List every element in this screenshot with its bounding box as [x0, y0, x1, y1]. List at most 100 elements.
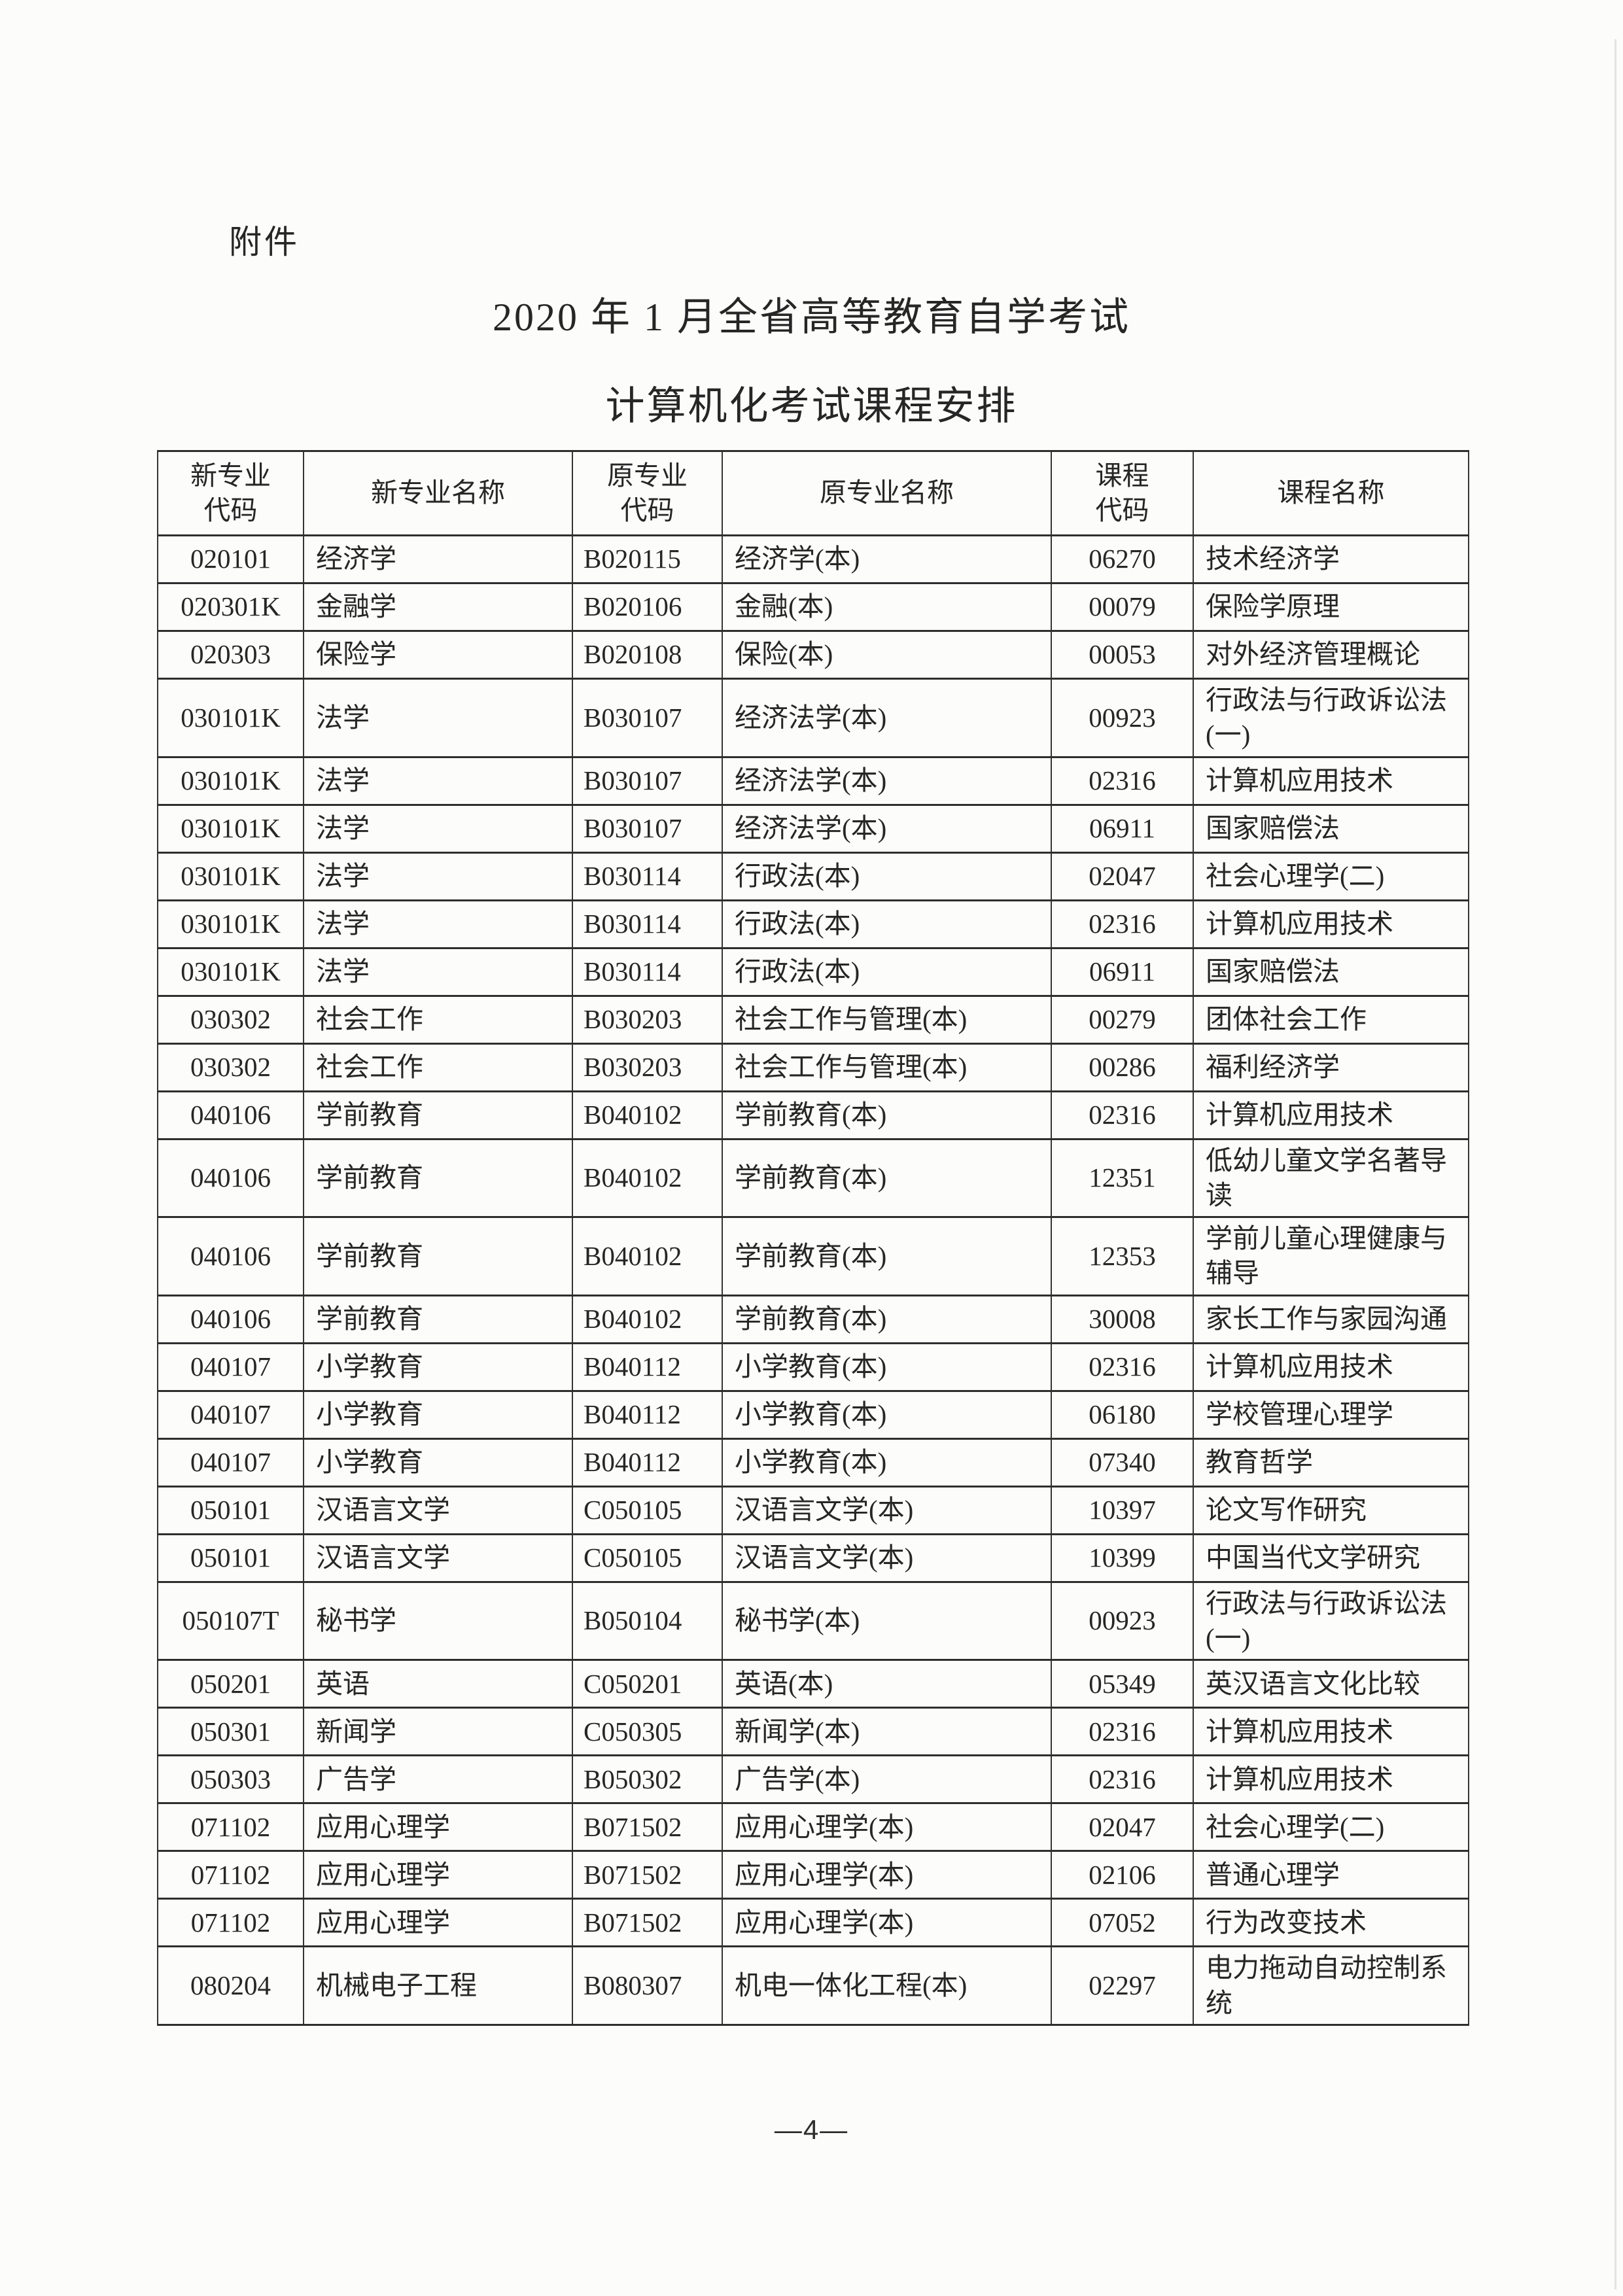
table-row: 071102 应用心理学 B071502 应用心理学(本) 02106 普通心理… — [157, 1850, 1469, 1900]
cell-course-code: 02106 — [1051, 1850, 1194, 1900]
cell-course-code: 00053 — [1051, 630, 1194, 680]
cell-course-code: 06911 — [1051, 947, 1194, 997]
cell-new-major-code: 020301K — [157, 582, 304, 632]
cell-course-code: 06270 — [1051, 534, 1194, 584]
cell-new-major-name: 广告学 — [303, 1754, 573, 1805]
table-row: 040106 学前教育 B040102 学前教育(本) 30008 家长工作与家… — [157, 1294, 1469, 1344]
cell-course-code: 02316 — [1051, 1090, 1194, 1140]
header-text: 代码 — [620, 495, 674, 525]
table-row: 050101 汉语言文学 C050105 汉语言文学(本) 10399 中国当代… — [157, 1533, 1469, 1583]
cell-course-code: 02047 — [1051, 1802, 1194, 1852]
cell-new-major-code: 080204 — [157, 1945, 304, 2026]
cell-course-name: 行政法与行政诉讼法(一) — [1193, 1580, 1469, 1661]
table-row: 040107 小学教育 B040112 小学教育(本) 06180 学校管理心理… — [157, 1389, 1469, 1440]
cell-old-major-name: 经济法学(本) — [722, 803, 1052, 854]
cell-new-major-code: 050201 — [157, 1659, 304, 1709]
cell-new-major-name: 秘书学 — [303, 1580, 573, 1661]
table-body: 020101 经济学 B020115 经济学(本) 06270 技术经济学 02… — [157, 534, 1469, 2026]
cell-new-major-name: 应用心理学 — [303, 1802, 573, 1852]
cell-new-major-code: 040106 — [157, 1138, 304, 1219]
cell-new-major-name: 英语 — [303, 1659, 573, 1709]
cell-old-major-code: B071502 — [572, 1802, 723, 1852]
cell-new-major-name: 小学教育 — [303, 1342, 573, 1392]
cell-new-major-name: 小学教育 — [303, 1437, 573, 1487]
cell-new-major-code: 030101K — [157, 678, 304, 758]
cell-course-code: 05349 — [1051, 1659, 1194, 1709]
cell-course-code: 02047 — [1051, 851, 1194, 901]
cell-new-major-code: 050101 — [157, 1533, 304, 1583]
cell-course-code: 02316 — [1051, 1707, 1194, 1757]
table-row: 040107 小学教育 B040112 小学教育(本) 02316 计算机应用技… — [157, 1342, 1469, 1392]
table-row: 050303 广告学 B050302 广告学(本) 02316 计算机应用技术 — [157, 1754, 1469, 1805]
cell-old-major-code: B071502 — [572, 1898, 723, 1948]
cell-course-name: 国家赔偿法 — [1193, 947, 1469, 997]
cell-course-name: 计算机应用技术 — [1193, 1707, 1469, 1757]
cell-course-code: 02297 — [1051, 1945, 1194, 2026]
cell-old-major-name: 应用心理学(本) — [722, 1898, 1052, 1948]
cell-course-code: 07052 — [1051, 1898, 1194, 1948]
cell-course-name: 学校管理心理学 — [1193, 1389, 1469, 1440]
cell-course-name: 社会心理学(二) — [1193, 1802, 1469, 1852]
table-row: 030101K 法学 B030107 经济法学(本) 00923 行政法与行政诉… — [157, 678, 1469, 758]
cell-old-major-code: B040102 — [572, 1216, 723, 1296]
table-row: 020301K 金融学 B020106 金融(本) 00079 保险学原理 — [157, 582, 1469, 632]
cell-course-name: 英汉语言文化比较 — [1193, 1659, 1469, 1709]
cell-old-major-name: 秘书学(本) — [722, 1580, 1052, 1661]
cell-new-major-code: 040107 — [157, 1437, 304, 1487]
cell-course-code: 00286 — [1051, 1042, 1194, 1092]
cell-new-major-name: 学前教育 — [303, 1294, 573, 1344]
cell-old-major-name: 机电一体化工程(本) — [722, 1945, 1052, 2026]
table-row: 040106 学前教育 B040102 学前教育(本) 12351 低幼儿童文学… — [157, 1138, 1469, 1219]
cell-course-code: 02316 — [1051, 1342, 1194, 1392]
table-row: 030101K 法学 B030114 行政法(本) 02047 社会心理学(二) — [157, 851, 1469, 901]
scan-edge-artifact — [1614, 39, 1616, 2289]
cell-new-major-name: 法学 — [303, 899, 573, 949]
cell-old-major-code: B040112 — [572, 1437, 723, 1487]
cell-course-name: 中国当代文学研究 — [1193, 1533, 1469, 1583]
cell-course-code: 12353 — [1051, 1216, 1194, 1296]
cell-new-major-code: 050303 — [157, 1754, 304, 1805]
cell-new-major-name: 小学教育 — [303, 1389, 573, 1440]
header-course-name: 课程名称 — [1193, 450, 1469, 536]
cell-course-code: 02316 — [1051, 899, 1194, 949]
cell-course-code: 06911 — [1051, 803, 1194, 854]
cell-old-major-name: 保险(本) — [722, 630, 1052, 680]
cell-new-major-name: 学前教育 — [303, 1090, 573, 1140]
table-row: 050107T 秘书学 B050104 秘书学(本) 00923 行政法与行政诉… — [157, 1580, 1469, 1661]
cell-course-name: 普通心理学 — [1193, 1850, 1469, 1900]
cell-old-major-name: 经济法学(本) — [722, 756, 1052, 806]
cell-old-major-code: B071502 — [572, 1850, 723, 1900]
header-text: 课程名称 — [1277, 478, 1385, 508]
cell-course-code: 30008 — [1051, 1294, 1194, 1344]
cell-new-major-name: 法学 — [303, 947, 573, 997]
cell-old-major-name: 经济学(本) — [722, 534, 1052, 584]
cell-old-major-code: B030203 — [572, 1042, 723, 1092]
header-text: 原专业 — [607, 460, 688, 491]
cell-course-name: 学前儿童心理健康与辅导 — [1193, 1216, 1469, 1296]
cell-old-major-code: B040102 — [572, 1294, 723, 1344]
cell-course-name: 福利经济学 — [1193, 1042, 1469, 1092]
course-schedule-table: 新专业 代码 新专业名称 原专业 代码 原专业名称 课程 代码 — [157, 450, 1469, 2026]
cell-new-major-name: 法学 — [303, 851, 573, 901]
table-row: 030101K 法学 B030107 经济法学(本) 06911 国家赔偿法 — [157, 803, 1469, 854]
cell-course-name: 国家赔偿法 — [1193, 803, 1469, 854]
cell-course-name: 教育哲学 — [1193, 1437, 1469, 1487]
cell-old-major-name: 汉语言文学(本) — [722, 1485, 1052, 1535]
cell-new-major-name: 汉语言文学 — [303, 1485, 573, 1535]
table-row: 050301 新闻学 C050305 新闻学(本) 02316 计算机应用技术 — [157, 1707, 1469, 1757]
cell-course-code: 10397 — [1051, 1485, 1194, 1535]
cell-new-major-name: 经济学 — [303, 534, 573, 584]
cell-new-major-name: 机械电子工程 — [303, 1945, 573, 2026]
cell-old-major-code: B030107 — [572, 756, 723, 806]
table-row: 040106 学前教育 B040102 学前教育(本) 02316 计算机应用技… — [157, 1090, 1469, 1140]
cell-course-code: 12351 — [1051, 1138, 1194, 1219]
cell-new-major-name: 保险学 — [303, 630, 573, 680]
cell-old-major-name: 新闻学(本) — [722, 1707, 1052, 1757]
cell-old-major-name: 学前教育(本) — [722, 1294, 1052, 1344]
cell-new-major-code: 071102 — [157, 1802, 304, 1852]
cell-course-code: 00923 — [1051, 678, 1194, 758]
table-row: 040107 小学教育 B040112 小学教育(本) 07340 教育哲学 — [157, 1437, 1469, 1487]
header-old-major-code: 原专业 代码 — [572, 450, 723, 536]
header-text: 原专业名称 — [820, 478, 954, 508]
